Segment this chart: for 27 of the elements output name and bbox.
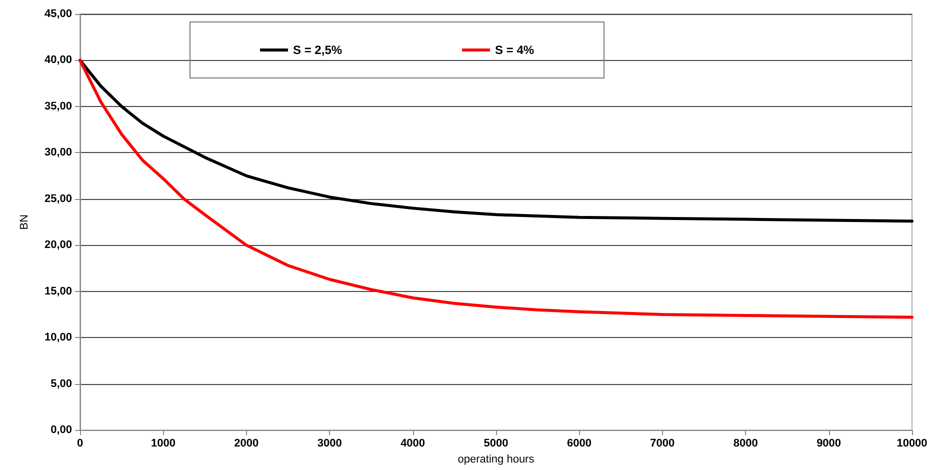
y-tick-label: 45,00: [44, 8, 72, 20]
y-tick-label: 5,00: [50, 378, 72, 390]
x-tick-label: 7000: [650, 438, 675, 450]
line-series: [78, 58, 914, 223]
y-tick-label: 25,00: [44, 192, 72, 205]
y-tick-label: 10,00: [44, 332, 72, 344]
x-axis-title: operating hours: [458, 454, 535, 466]
x-tick-label: 4000: [400, 438, 426, 450]
y-tick-label: 40,00: [44, 54, 72, 66]
y-axis-title: BN: [18, 214, 30, 230]
x-tick-label: 2000: [234, 438, 259, 450]
x-tick-label: 1000: [150, 438, 176, 450]
x-tick-label: 3000: [317, 438, 342, 450]
x-tick-label: 8000: [733, 438, 758, 450]
y-tick-label: 15,00: [44, 285, 72, 298]
x-tick-label: 6000: [566, 438, 592, 450]
x-tick-label: 9000: [816, 438, 842, 450]
legend-label: S = 4%: [495, 43, 534, 57]
legend-label: S = 2,5%: [293, 43, 342, 57]
y-tick-label: 20,00: [44, 239, 72, 252]
x-tick-label: 0: [76, 438, 84, 450]
line-series: [78, 58, 914, 319]
y-tick-label: 0,00: [50, 424, 72, 436]
x-tick-label: 5000: [484, 438, 508, 450]
x-tick-label: 10000: [896, 438, 928, 450]
y-tick-label: 30,00: [44, 146, 72, 159]
y-tick-label: 35,00: [44, 100, 72, 112]
